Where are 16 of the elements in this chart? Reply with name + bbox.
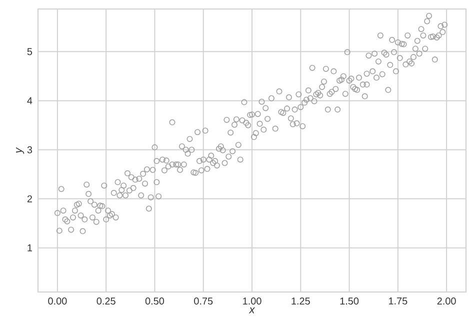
x-tick-label: 0.50	[145, 298, 164, 305]
x-tick-label: 1.75	[388, 298, 408, 304]
y-axis-title: y	[16, 147, 24, 154]
x-tick-label: 0.75	[194, 298, 213, 305]
x-tick-label: 1.50	[340, 298, 359, 305]
y-tick-label: 2	[27, 195, 32, 202]
x-tick-label: 0.25	[96, 298, 116, 305]
y-tick-label: 3	[27, 146, 32, 154]
x-tick-label: 1.25	[292, 298, 310, 305]
x-axis-title: x	[248, 307, 256, 314]
x-tick-label: 0.00	[48, 298, 67, 305]
x-tick-label: 2.00	[437, 298, 456, 305]
x-tick-label: 1.00	[243, 298, 262, 305]
y-tick-label: 1	[28, 244, 32, 252]
y-tick-label: 4	[27, 97, 32, 104]
y-tick-label: 5	[27, 48, 32, 56]
